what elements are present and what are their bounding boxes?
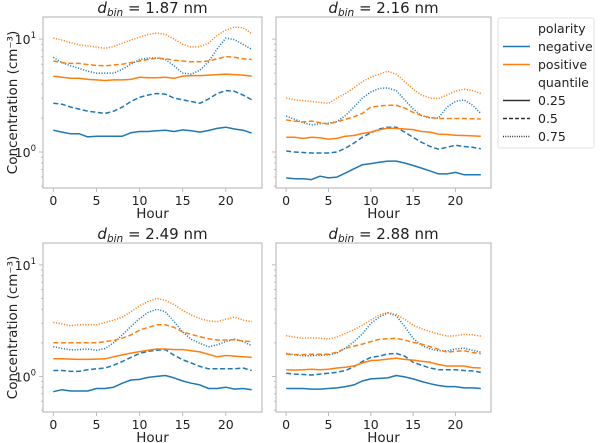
legend: polarity negative positive quantile 0.25 0.5 0…	[497, 17, 595, 149]
series-line-positive-q075	[53, 297, 252, 327]
legend-section-title: polarity	[538, 21, 586, 36]
x-tick-label: 10	[363, 417, 379, 432]
x-tick-label: 0	[282, 417, 290, 432]
series-line-negative-q025	[286, 160, 481, 181]
series-line-positive-q05	[53, 324, 252, 344]
y-axis-label: Concentration (cm⁻³)	[5, 31, 21, 174]
y-tick-label: 101	[15, 257, 36, 273]
x-tick-label: 20	[218, 193, 234, 208]
title-subscript: bin	[107, 233, 123, 245]
subplot-title: dbin = 2.49 nm	[97, 225, 207, 245]
series-line-negative-q05	[286, 126, 481, 154]
x-tick-label: 0	[49, 193, 57, 208]
x-tick-label: 0	[49, 417, 57, 432]
title-value: = 2.49 nm	[123, 225, 207, 243]
axes-frame	[42, 242, 263, 413]
series-line-negative-q05	[286, 352, 481, 376]
series-line-negative-q075	[52, 37, 253, 75]
series-line-negative-q05	[53, 348, 252, 373]
x-tick-label: 15	[405, 193, 421, 208]
title-value: = 2.16 nm	[354, 0, 438, 17]
title-symbol: d	[97, 0, 107, 17]
x-axis-label: Hour	[367, 430, 400, 443]
legend-entry-label: negative	[538, 39, 593, 54]
title-subscript: bin	[107, 7, 123, 19]
title-value: = 2.88 nm	[354, 225, 438, 243]
series-line-negative-q075	[286, 312, 481, 357]
x-axis-label: Hour	[367, 206, 400, 222]
subplot-3: dbin = 2.49 nm 100 101 0 5 10 15 20 Hour Concentr…	[5, 225, 263, 443]
subplot-4: dbin = 2.88 nm 0 5 10 15 20 Hour	[272, 225, 492, 443]
y-axis-label: Concentration (cm⁻³)	[5, 256, 21, 399]
subplot-1: dbin = 1.87 nm 100 101 0 5 10 15 20 Hour Concentr…	[5, 0, 263, 222]
x-tick-label: 5	[92, 417, 100, 432]
legend-entry-label: 0.75	[538, 129, 566, 144]
x-tick-label: 10	[132, 193, 148, 208]
series-line-positive-q075	[286, 70, 482, 105]
x-tick-label: 20	[447, 193, 463, 208]
series-line-negative-q025	[53, 126, 252, 138]
x-tick-label: 0	[282, 193, 290, 208]
subplot-2: dbin = 2.16 nm 0 5 10 15 20 Hour	[272, 0, 492, 222]
y-tick-label: 100	[15, 144, 36, 160]
title-subscript: bin	[338, 233, 354, 245]
x-tick-label: 5	[325, 417, 333, 432]
axes-frame	[275, 16, 492, 189]
legend-section-title: quantile	[538, 75, 589, 90]
x-tick-label: 15	[405, 417, 421, 432]
x-tick-label: 20	[447, 417, 463, 432]
y-tick-label: 100	[15, 368, 36, 384]
legend-entry-label: positive	[538, 57, 587, 72]
legend-box	[497, 17, 595, 149]
title-symbol: d	[328, 0, 338, 17]
series-line-negative-q025	[53, 374, 252, 393]
series-line-positive-q025	[286, 357, 481, 371]
title-symbol: d	[97, 225, 107, 243]
title-symbol: d	[328, 225, 338, 243]
series-line-positive-q05	[286, 104, 481, 125]
series-line-negative-q075	[285, 87, 482, 126]
subplot-title: dbin = 2.16 nm	[328, 0, 438, 19]
series-line-positive-q075	[53, 26, 253, 50]
series-line-positive-q05	[286, 337, 481, 356]
axes-frame	[42, 16, 263, 189]
title-subscript: bin	[338, 7, 354, 19]
title-value: = 1.87 nm	[123, 0, 207, 17]
series-line-negative-q05	[53, 89, 253, 115]
legend-entry-label: 0.25	[538, 93, 566, 108]
x-tick-label: 20	[218, 417, 234, 432]
subplot-title: dbin = 1.87 nm	[97, 0, 207, 19]
x-tick-label: 5	[325, 193, 333, 208]
x-tick-label: 15	[175, 193, 191, 208]
axes-frame	[275, 242, 492, 413]
x-axis-label: Hour	[136, 206, 169, 222]
y-tick-label: 101	[15, 31, 36, 47]
x-tick-label: 10	[363, 193, 379, 208]
series-line-negative-q075	[53, 308, 253, 351]
x-axis-label: Hour	[136, 430, 169, 443]
series-line-positive-q025	[53, 73, 252, 82]
x-tick-label: 10	[132, 417, 148, 432]
legend-entry-label: 0.5	[538, 111, 558, 126]
x-tick-label: 5	[92, 193, 100, 208]
series-line-positive-q025	[286, 127, 481, 140]
subplot-title: dbin = 2.88 nm	[328, 225, 438, 245]
series-line-positive-q025	[53, 348, 252, 361]
series-line-positive-q05	[53, 55, 252, 67]
x-tick-label: 15	[175, 417, 191, 432]
series-line-negative-q025	[286, 374, 481, 390]
series-line-positive-q075	[286, 311, 481, 340]
